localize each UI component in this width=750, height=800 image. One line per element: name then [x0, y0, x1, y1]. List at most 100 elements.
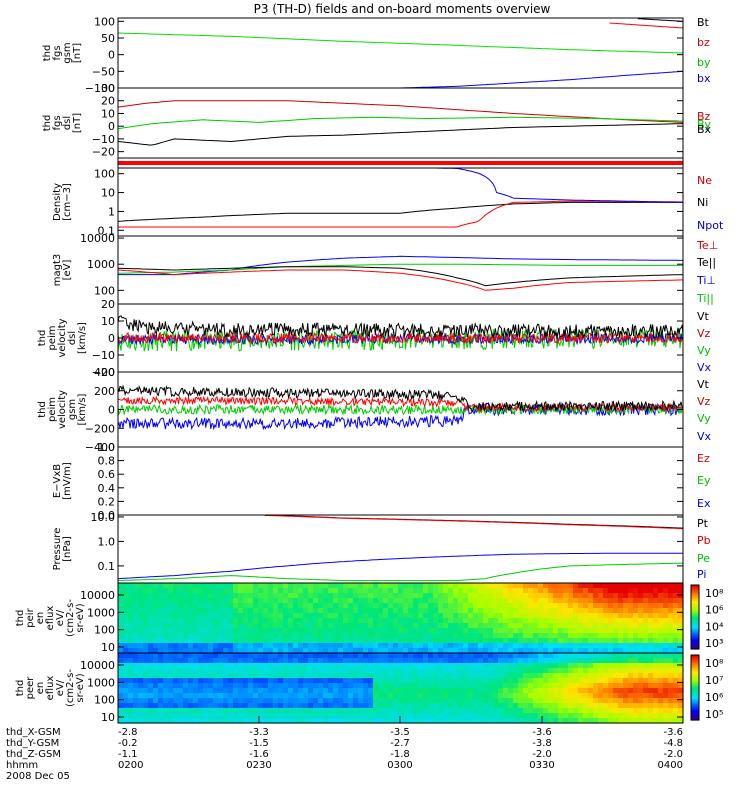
spectrogram-cell: [513, 688, 519, 694]
colorbar-swatch: [691, 698, 699, 702]
spectrogram-cell: [413, 678, 419, 684]
spectrogram-cell: [138, 653, 144, 659]
spectrogram-cell: [368, 603, 374, 609]
spectrogram-cell: [323, 583, 329, 589]
spectrogram-cell: [208, 668, 214, 674]
spectrogram-cell: [178, 633, 184, 639]
spectrogram-cell: [213, 718, 219, 724]
spectrogram-cell: [423, 703, 429, 709]
spectrogram-cell: [598, 638, 604, 644]
spectrogram-cell: [273, 718, 279, 724]
colorbar-swatch: [691, 628, 699, 631]
spectrogram-cell: [498, 648, 504, 654]
spectrogram-cell: [598, 668, 604, 674]
spectrogram-cell: [363, 653, 369, 659]
spectrogram-cell: [473, 678, 479, 684]
spectrogram-cell: [358, 603, 364, 609]
spectrogram-cell: [538, 583, 544, 589]
spectrogram-cell: [273, 588, 279, 594]
spectrogram-cell: [408, 618, 414, 624]
spectrogram-cell: [228, 628, 234, 634]
spectrogram-cell: [503, 643, 509, 649]
spectrogram-cell: [138, 643, 144, 649]
spectrogram-cell: [223, 623, 229, 629]
spectrogram-cell: [503, 683, 509, 689]
spectrogram-cell: [288, 663, 294, 669]
spectrogram-cell: [643, 623, 649, 629]
ytick-label: 0.2: [98, 495, 116, 508]
spectrogram-cell: [183, 653, 189, 659]
spectrogram-cell: [653, 683, 659, 689]
spectrogram-cell: [473, 623, 479, 629]
spectrogram-cell: [388, 698, 394, 704]
spectrogram-cell: [648, 688, 654, 694]
spectrogram-cell: [448, 693, 454, 699]
spectrogram-cell: [588, 623, 594, 629]
spectrogram-cell: [303, 673, 309, 679]
legend-by: By: [697, 118, 712, 131]
spectrogram-cell: [388, 648, 394, 654]
spectrogram-cell: [148, 628, 154, 634]
spectrogram-cell: [503, 658, 509, 664]
colorbar-swatch: [691, 596, 699, 599]
spectrogram-cell: [338, 603, 344, 609]
spectrogram-cell: [448, 713, 454, 719]
spectrogram-cell: [293, 708, 299, 714]
spectrogram-cell: [533, 648, 539, 654]
spectrogram-cell: [233, 643, 239, 649]
spectrogram-cell: [118, 678, 124, 684]
spectrogram-cell: [363, 633, 369, 639]
spectrogram-cell: [268, 583, 274, 589]
ephem-row-label: thd_Z-GSM: [6, 749, 61, 760]
ylabel-line: peim: [47, 325, 58, 350]
spectrogram-cell: [603, 603, 609, 609]
spectrogram-cell: [278, 713, 284, 719]
spectrogram-cell: [313, 703, 319, 709]
spectrogram-cell: [258, 593, 264, 599]
spectrogram-cell: [243, 643, 249, 649]
spectrogram-cell: [503, 668, 509, 674]
spectrogram-cell: [183, 598, 189, 604]
spectrogram-cell: [328, 708, 334, 714]
spectrogram-cell: [273, 673, 279, 679]
spectrogram-cell: [188, 683, 194, 689]
spectrogram-cell: [243, 638, 249, 644]
spectrogram-cell: [273, 593, 279, 599]
spectrogram-cell: [198, 628, 204, 634]
spectrogram-cell: [538, 683, 544, 689]
spectrogram-cell: [383, 638, 389, 644]
spectrogram-cell: [403, 633, 409, 639]
spectrogram-cell: [218, 678, 224, 684]
spectrogram-cell: [168, 668, 174, 674]
spectrogram-cell: [353, 583, 359, 589]
spectrogram-cell: [163, 588, 169, 594]
spectrogram-cell: [373, 583, 379, 589]
spectrogram-cell: [278, 608, 284, 614]
spectrogram-cell: [328, 643, 334, 649]
spectrogram-cell: [428, 588, 434, 594]
spectrogram-cell: [373, 633, 379, 639]
spectrogram-cell: [133, 653, 139, 659]
spectrogram-cell: [268, 703, 274, 709]
spectrogram-cell: [358, 713, 364, 719]
spectrogram-cell: [348, 693, 354, 699]
spectrogram-cell: [268, 643, 274, 649]
spectrogram-cell: [553, 678, 559, 684]
spectrogram-cell: [633, 673, 639, 679]
spectrogram-cell: [523, 638, 529, 644]
ylabel-line: en: [35, 682, 46, 695]
spectrogram-cell: [588, 583, 594, 589]
spectrogram-cell: [168, 713, 174, 719]
spectrogram-cell: [403, 593, 409, 599]
spectrogram-cell: [358, 653, 364, 659]
spectrogram-cell: [318, 643, 324, 649]
spectrogram-cell: [538, 648, 544, 654]
spectrogram-cell: [518, 678, 524, 684]
spectrogram-cell: [663, 638, 669, 644]
spectrogram-cell: [308, 653, 314, 659]
spectrogram-cell: [478, 698, 484, 704]
spectrogram-cell: [153, 598, 159, 604]
spectrogram-cell: [293, 628, 299, 634]
spectrogram-cell: [123, 628, 129, 634]
